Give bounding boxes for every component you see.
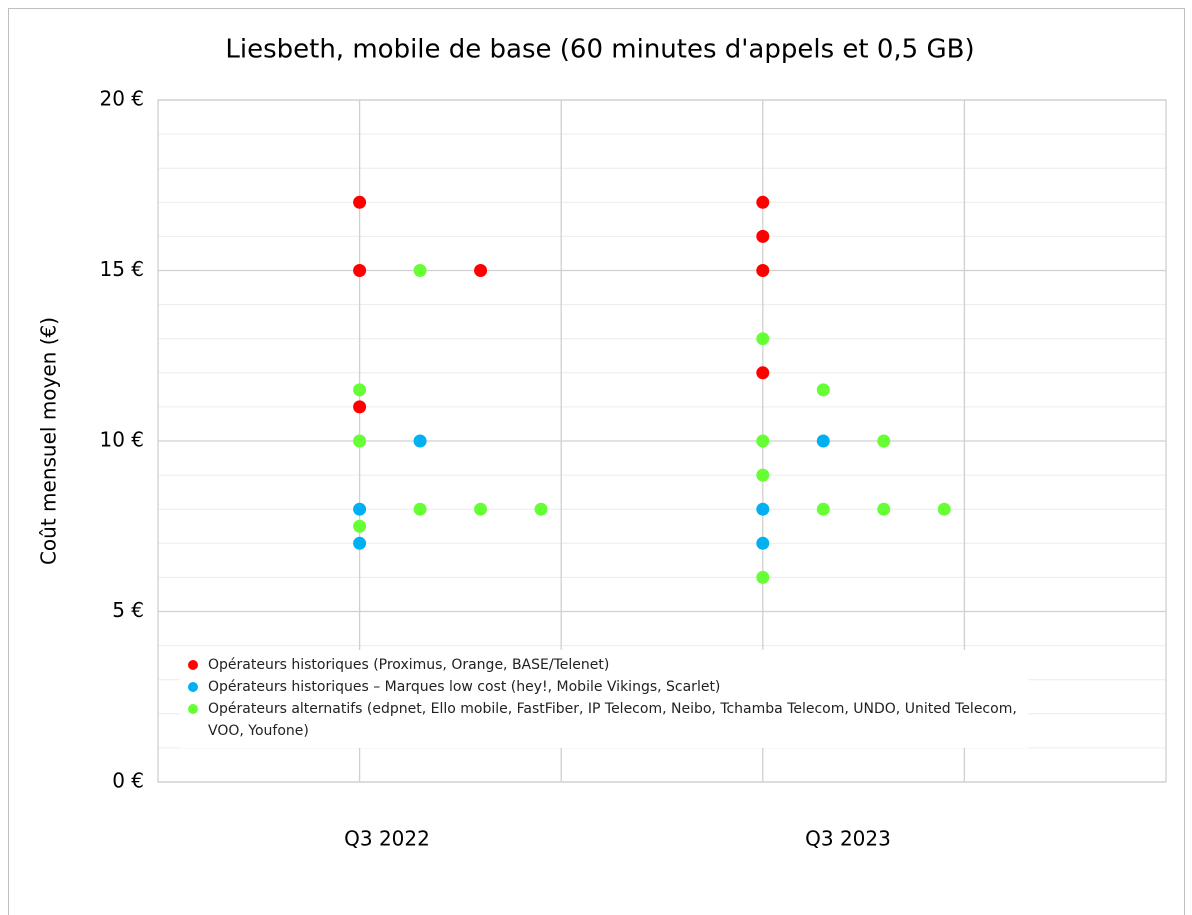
point [474, 264, 488, 277]
point [816, 502, 830, 516]
legend-marker [188, 660, 198, 670]
point [756, 366, 770, 380]
point [474, 502, 488, 516]
point [937, 502, 951, 516]
chart-title: Liesbeth, mobile de base (60 minutes d'a… [225, 35, 974, 65]
plot-border [157, 99, 1167, 783]
point [413, 264, 427, 277]
point [756, 502, 770, 516]
y-tick-label: 5 € [112, 598, 144, 622]
point [353, 434, 367, 448]
point [756, 468, 770, 482]
legend-item: Opérateurs historiques – Marques low cos… [186, 676, 1028, 698]
point [353, 264, 367, 277]
legend-item: Opérateurs alternatifs (edpnet, Ello mob… [186, 698, 1028, 742]
legend-marker [188, 682, 198, 692]
point [756, 434, 770, 448]
point [413, 434, 427, 448]
point [816, 383, 830, 397]
y-tick-label: 15 € [99, 257, 144, 281]
legend-item: Opérateurs historiques (Proximus, Orange… [186, 654, 1028, 676]
point [353, 519, 367, 533]
period-label: Q3 2023 [805, 827, 891, 851]
point [816, 434, 830, 448]
point [353, 536, 367, 550]
legend-marker [188, 704, 198, 714]
point [877, 434, 891, 448]
point [413, 502, 427, 516]
point [756, 332, 770, 346]
point [756, 229, 770, 243]
y-axis-label: Coût mensuel moyen (€) [37, 317, 61, 565]
point [877, 502, 891, 516]
legend-label: Opérateurs historiques – Marques low cos… [208, 679, 721, 695]
point [353, 400, 367, 414]
legend-label: Opérateurs historiques (Proximus, Orange… [208, 657, 610, 673]
point [353, 195, 367, 209]
point [756, 195, 770, 209]
point [756, 264, 770, 277]
point [353, 383, 367, 397]
point [756, 536, 770, 550]
y-tick-label: 20 € [99, 87, 144, 111]
point [534, 502, 548, 516]
legend-label: Opérateurs alternatifs (edpnet, Ello mob… [208, 701, 1017, 739]
point [353, 502, 367, 516]
point [756, 570, 770, 584]
legend: Opérateurs historiques (Proximus, Orange… [180, 650, 1028, 748]
y-tick-label: 10 € [99, 428, 144, 452]
period-label: Q3 2022 [344, 827, 430, 851]
chart-border [8, 8, 1185, 915]
y-tick-label: 0 € [112, 769, 144, 793]
